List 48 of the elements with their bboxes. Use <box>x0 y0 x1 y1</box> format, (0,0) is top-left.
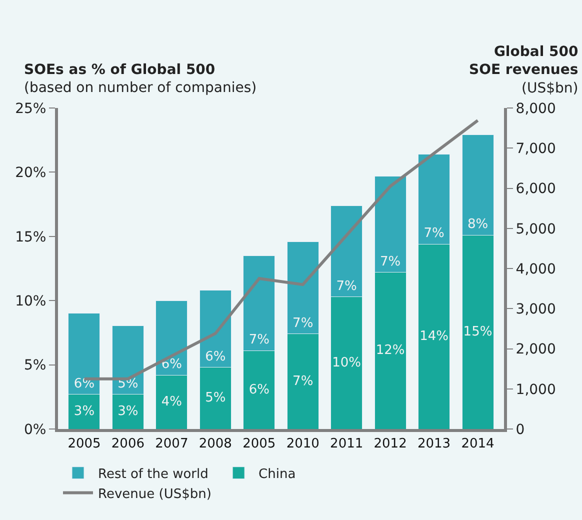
y2-tick-label: 7,000 <box>516 141 556 158</box>
data-label: 7% <box>380 254 401 270</box>
y2-tick-label: 3,000 <box>516 302 556 318</box>
legend-label: China <box>258 466 296 482</box>
x-tick-label: 2008 <box>198 436 232 452</box>
x-tick-label: 2011 <box>330 436 364 452</box>
data-label: 7% <box>292 316 314 331</box>
x-tick-label: 2012 <box>374 436 407 452</box>
data-label: 6% <box>248 382 270 398</box>
x-tick-label: 2010 <box>286 436 320 452</box>
y-tick-label: 15% <box>15 229 46 246</box>
x-tick-label: 2005 <box>68 436 101 452</box>
data-label: 15% <box>463 324 492 340</box>
y-tick-label: 10% <box>15 294 46 310</box>
y2-tick-label: 5,000 <box>516 221 556 238</box>
data-label: 8% <box>467 217 488 232</box>
x-tick-label: 2013 <box>417 436 451 452</box>
data-label: 3% <box>74 404 95 420</box>
data-label: 4% <box>161 394 182 410</box>
y-tick-label: 20% <box>15 165 46 182</box>
x-tick-label: 2005 <box>242 436 276 452</box>
y-tick-label: 0% <box>24 422 46 438</box>
data-label: 14% <box>420 329 448 344</box>
data-label: 10% <box>332 355 362 370</box>
x-tick-label: 2014 <box>461 436 494 452</box>
data-label: 3% <box>118 404 138 420</box>
y2-tick-label: 6,000 <box>516 181 556 198</box>
y2-axis-title: Global 500 SOE revenues (US$bn) <box>469 44 578 96</box>
y-tick-label: 5% <box>24 358 46 374</box>
data-label: 7% <box>292 374 314 389</box>
y2-tick-label: 4,000 <box>516 261 556 278</box>
y2-tick-label: 8,000 <box>516 100 556 117</box>
x-tick-label: 2007 <box>155 436 188 452</box>
y2-tick-label: 0 <box>516 422 525 438</box>
chart-subtitle: (based on number of companies) <box>24 80 257 96</box>
y2-tick-label: 1,000 <box>516 382 556 398</box>
x-tick-label: 2006 <box>111 436 145 452</box>
y-tick-label: 25% <box>15 100 46 117</box>
data-label: 7% <box>424 226 444 242</box>
legend-label: Rest of the world <box>98 466 208 482</box>
legend-label: Revenue (US$bn) <box>98 486 212 502</box>
y2-tick-label: 2,000 <box>516 342 556 358</box>
data-label: 7% <box>248 332 270 348</box>
data-label: 6% <box>205 349 226 364</box>
data-label: 5% <box>205 390 226 406</box>
data-label: 7% <box>336 278 357 294</box>
chart-title: SOEs as % of Global 500 <box>24 62 216 78</box>
data-label: 12% <box>376 343 405 358</box>
